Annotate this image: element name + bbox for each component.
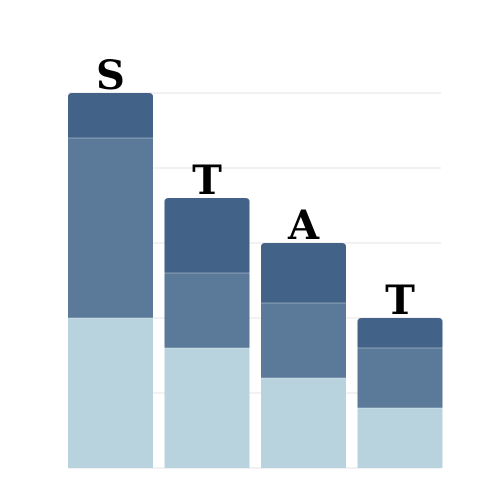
bar-segment-top bbox=[164, 198, 250, 273]
bar-labels: S T A T bbox=[96, 52, 415, 324]
bar-segment-middle bbox=[357, 348, 443, 408]
bar-segment-middle bbox=[261, 303, 346, 378]
bar-letter-label: S bbox=[96, 52, 125, 99]
bar-stack bbox=[68, 93, 153, 468]
bar-segment-middle bbox=[164, 273, 250, 348]
bar-segment-bottom bbox=[68, 318, 153, 468]
bars bbox=[68, 93, 443, 468]
bar-letter-label: T bbox=[192, 157, 222, 204]
bar-segment-top bbox=[357, 318, 443, 348]
bar-segment-middle bbox=[68, 138, 153, 318]
bar-segment-top bbox=[261, 243, 346, 303]
bar-stack bbox=[357, 318, 443, 468]
bar-stack bbox=[261, 243, 346, 468]
bar-segment-bottom bbox=[357, 408, 443, 468]
bar-segment-bottom bbox=[164, 348, 250, 468]
bar-letter-label: A bbox=[287, 202, 320, 249]
bar-stack bbox=[164, 198, 250, 468]
bar-segment-bottom bbox=[261, 378, 346, 468]
bar-segment-top bbox=[68, 93, 153, 138]
bar-letter-label: T bbox=[385, 277, 415, 324]
